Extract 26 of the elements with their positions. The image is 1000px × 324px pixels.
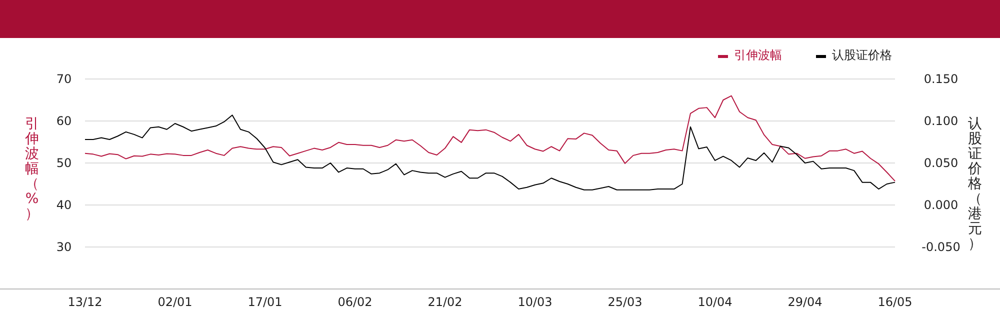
y2-tick-label: 0.100 xyxy=(924,114,958,128)
x-tick-label: 17/01 xyxy=(248,295,282,309)
y2-tick-label: -0.050 xyxy=(922,240,960,254)
legend-label: 认股证价格 xyxy=(832,48,892,62)
y-tick-label: 50 xyxy=(56,156,72,170)
text: 认股证价格（港元） xyxy=(968,116,982,252)
line-series xyxy=(84,95,896,182)
x-tick-label: 13/12 xyxy=(68,295,102,309)
y2-tick-label: 0.050 xyxy=(924,156,958,170)
x-tick-label: 10/04 xyxy=(698,295,732,309)
y-tick-label: 60 xyxy=(56,114,72,128)
y-tick-label: 40 xyxy=(56,198,72,212)
y2-tick-label: 0.150 xyxy=(924,72,958,86)
x-tick-label: 02/01 xyxy=(158,295,192,309)
x-tick-label: 29/04 xyxy=(788,295,822,309)
x-tick-label: 25/03 xyxy=(608,295,642,309)
y-axis-title: 引伸波幅（%） xyxy=(24,116,39,222)
y-tick-label: 70 xyxy=(56,72,72,86)
x-tick-label: 16/05 xyxy=(878,295,912,309)
legend-label: 引伸波幅 xyxy=(734,48,782,62)
y-tick-label: 30 xyxy=(56,240,72,254)
y2-tick-label: 0.000 xyxy=(924,198,958,212)
x-tick-label: 10/03 xyxy=(518,295,552,309)
x-tick-label: 21/02 xyxy=(428,295,462,309)
line-series xyxy=(84,114,896,190)
x-tick-label: 06/02 xyxy=(338,295,372,309)
